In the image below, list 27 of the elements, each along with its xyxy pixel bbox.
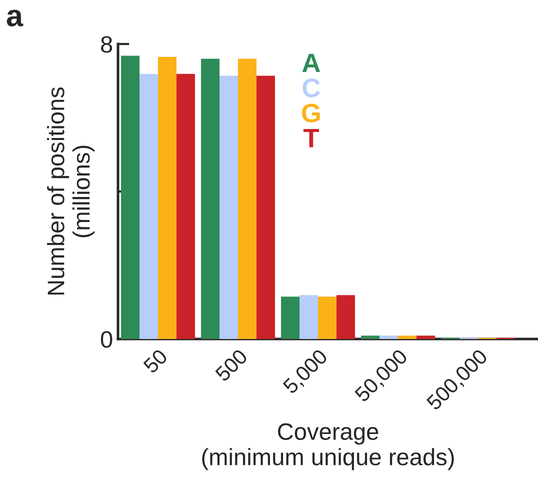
- bar: [336, 295, 355, 339]
- bar: [176, 74, 195, 339]
- x-tick-label: 500: [214, 348, 248, 382]
- text: a: [6, 10, 24, 26]
- bar: [140, 74, 158, 339]
- text: C: [302, 78, 320, 98]
- y-tick-label: 8: [101, 36, 112, 53]
- bar: [380, 336, 398, 339]
- bar: [398, 336, 416, 339]
- x-axis-title: Coverage (minimum unique reads): [202, 423, 454, 470]
- bar: [300, 295, 318, 339]
- bar: [318, 296, 336, 339]
- y-axis-title: Number of positions (millions): [47, 87, 94, 295]
- x-tick-label: 50: [142, 348, 168, 374]
- bar: [281, 296, 300, 339]
- bar: [238, 58, 256, 339]
- bar: [201, 58, 220, 339]
- bar: [121, 56, 140, 339]
- text: A: [302, 54, 320, 72]
- series-label: G: [302, 104, 320, 122]
- bar: [256, 76, 275, 339]
- bar: [158, 56, 176, 339]
- bar: [416, 336, 435, 339]
- bar: [220, 76, 238, 339]
- series-label: T: [303, 129, 319, 148]
- y-tick-label: 0: [100, 331, 112, 348]
- bar: [361, 336, 380, 339]
